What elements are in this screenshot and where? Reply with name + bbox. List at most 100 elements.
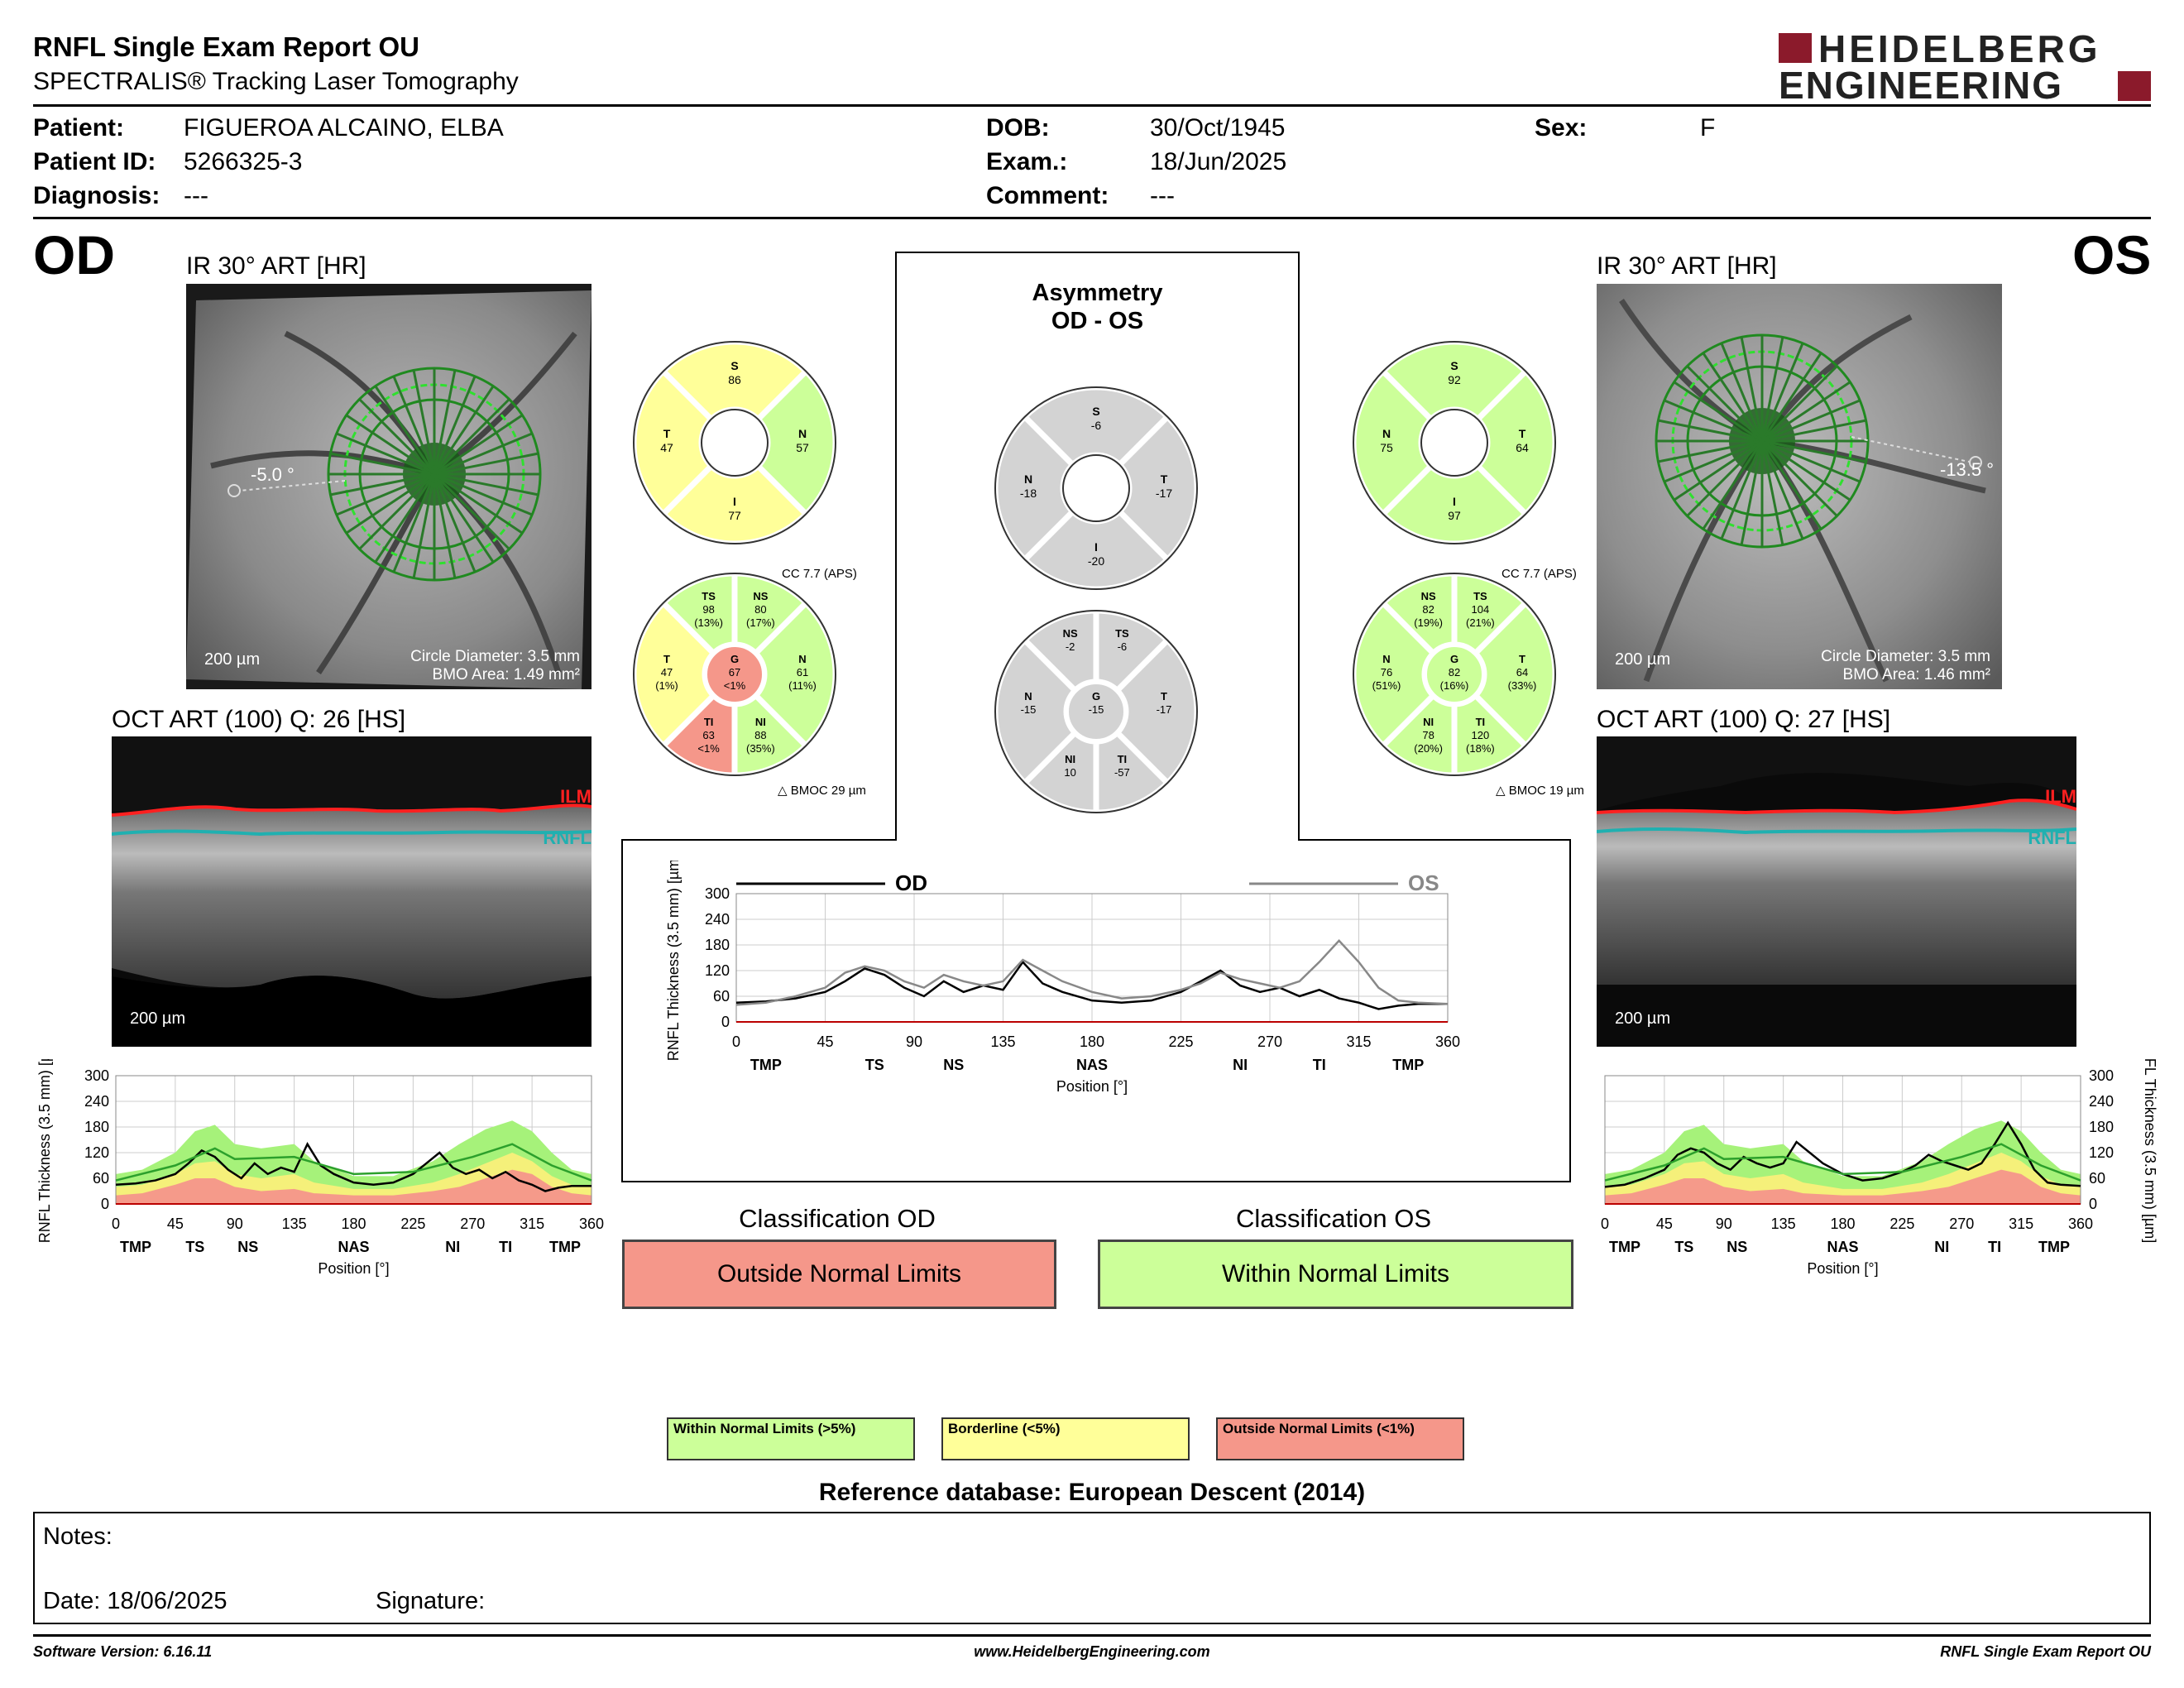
od-six-label-ts-text: TS	[702, 590, 716, 602]
od-ir-title: IR 30° ART [HR]	[186, 252, 366, 280]
x-tick-label: 315	[2009, 1216, 2033, 1232]
sex-label: Sex:	[1535, 114, 1588, 141]
os-six-label-g: G82(16%)	[1440, 653, 1469, 692]
os-quad-label-s-text: S	[1450, 359, 1458, 372]
od-ilm-label: ILM	[560, 786, 592, 807]
exam-value: 18/Jun/2025	[1150, 148, 1287, 175]
od-fundus-image[interactable]: -5.0 ° 200 µm Circle Diameter: 3.5 mm BM…	[186, 284, 592, 689]
od-quad-outline	[633, 341, 836, 544]
y-tick-label: 180	[2089, 1119, 2114, 1135]
os-fundus-image[interactable]: -13.5 ° 200 µm Circle Diameter: 3.5 mm B…	[1597, 284, 2002, 689]
classification-od-value: Outside Normal Limits	[716, 1260, 962, 1288]
asym-quad-label-t: T-17	[1156, 472, 1172, 500]
sector-axis-label: NS	[237, 1239, 258, 1255]
footer-url[interactable]: www.HeidelbergEngineering.com	[974, 1643, 1210, 1660]
x-tick-label: 45	[167, 1216, 184, 1232]
od-six-label-ni-text: 88	[754, 729, 766, 741]
od-six-label-ti-text: <1%	[697, 742, 720, 755]
os-six-label-n-text: 76	[1381, 666, 1392, 679]
asym-six-label-ns-text: NS	[1063, 627, 1078, 640]
asym-six-label-ni-text: NI	[1065, 753, 1075, 765]
od-oct-image[interactable]: ILM RNFL 200 µm	[112, 736, 592, 1047]
od-six-label-t-text: (1%)	[655, 679, 678, 692]
asym-quad-label-s-text: S	[1092, 405, 1099, 418]
sector-axis-label: NI	[1233, 1057, 1248, 1073]
asym-quad-label-n: N-18	[1020, 472, 1037, 500]
dob-value: 30/Oct/1945	[1150, 114, 1286, 141]
sex-value: F	[1700, 114, 1716, 141]
asym-quad-label-t-text: T	[1161, 472, 1168, 486]
y-tick-label: 180	[84, 1119, 109, 1135]
comment-label: Comment:	[986, 182, 1109, 209]
asym-six-label-n-text: -15	[1021, 703, 1037, 716]
sector-axis-label: NS	[943, 1057, 964, 1073]
patient-label: Patient:	[33, 114, 125, 141]
os-quad-label-t: T64	[1516, 427, 1529, 454]
normative-band-red	[1605, 1169, 2081, 1204]
os-circle-diameter: Circle Diameter: 3.5 mm	[1821, 648, 1990, 665]
asym-quad-label-t-text: -17	[1156, 487, 1172, 500]
od-quad-label-i-text: I	[733, 495, 736, 508]
od-six-label-ti-text: TI	[704, 716, 714, 728]
y-tick-label: 60	[713, 988, 730, 1005]
od-quad-label-n: N57	[796, 427, 809, 454]
diagnosis-value: ---	[184, 182, 208, 209]
sector-axis-label: NAS	[1827, 1239, 1858, 1255]
notes-box[interactable]: Notes: Date: 18/06/2025 Signature:	[33, 1512, 2151, 1624]
x-tick-label: 45	[817, 1033, 833, 1050]
y-tick-label: 240	[84, 1093, 109, 1110]
od-six-label-n-text: N	[798, 653, 806, 665]
patient-name: FIGUEROA ALCAINO, ELBA	[184, 114, 504, 141]
logo-line1: HEIDELBERG	[1818, 27, 2101, 70]
od-six-label-ni-text: (35%)	[746, 742, 775, 755]
od-circle-diameter: Circle Diameter: 3.5 mm	[410, 648, 580, 665]
od-quad-label-i: I77	[728, 495, 741, 522]
od-quad-label-i-text: 77	[728, 509, 741, 522]
os-bmoc-value: BMOC 19 µm	[1508, 784, 1584, 798]
os-scan-circle	[1655, 333, 1982, 549]
y-tick-label: 300	[705, 885, 730, 902]
od-bmo-area: BMO Area: 1.49 mm²	[432, 666, 580, 683]
od-six-label-t: T47(1%)	[655, 653, 678, 692]
od-six-label-t-text: T	[663, 653, 670, 665]
legend-within: Within Normal Limits (>5%)	[667, 1417, 915, 1460]
os-six-label-ts-text: (21%)	[1466, 616, 1495, 629]
os-six-label-ns-text: NS	[1421, 590, 1436, 602]
y-axis-label: RNFL Thickness (3.5 mm) [µm]	[36, 1059, 53, 1243]
notes-date: Date: 18/06/2025	[43, 1588, 228, 1614]
y-tick-label: 60	[2089, 1170, 2105, 1187]
logo-square-top	[1779, 33, 1812, 63]
asym-quad-label-n-text: N	[1024, 472, 1032, 486]
asym-six-label-ns-text: -2	[1066, 640, 1075, 653]
sector-axis-label: TI	[499, 1239, 512, 1255]
x-tick-label: 135	[282, 1216, 307, 1232]
legend-borderline: Borderline (<5%)	[941, 1417, 1190, 1460]
asym-six-label-ti-text: TI	[1118, 753, 1128, 765]
asym-six-label-ti: TI-57	[1114, 753, 1130, 779]
asym-six-label-ts: TS-6	[1115, 627, 1129, 653]
od-cc-label: CC 7.7 (APS)	[782, 567, 857, 581]
os-six-sector-g	[1422, 642, 1487, 707]
x-tick-label: 180	[341, 1216, 366, 1232]
od-scan-circle	[228, 367, 542, 582]
asym-quad-label-i: I-20	[1088, 540, 1104, 568]
os-oct-image[interactable]: ILM RNFL 200 µm	[1597, 736, 2076, 1047]
sector-axis-label: TMP	[750, 1057, 782, 1073]
sector-axis-label: TMP	[1609, 1239, 1640, 1255]
od-six-label-n: N61(11%)	[788, 653, 817, 692]
os-quad-center	[1420, 409, 1488, 477]
od-six-label-n-text: (11%)	[788, 679, 817, 692]
header-rule	[33, 104, 2151, 107]
x-tick-label: 0	[1601, 1216, 1609, 1232]
x-axis-label: Position [°]	[1056, 1078, 1128, 1095]
logo-square-bottom	[2118, 71, 2151, 101]
asym-quad-center	[1062, 454, 1130, 522]
asym-six-label-ni-text: 10	[1064, 766, 1075, 779]
x-tick-label: 225	[400, 1216, 425, 1232]
